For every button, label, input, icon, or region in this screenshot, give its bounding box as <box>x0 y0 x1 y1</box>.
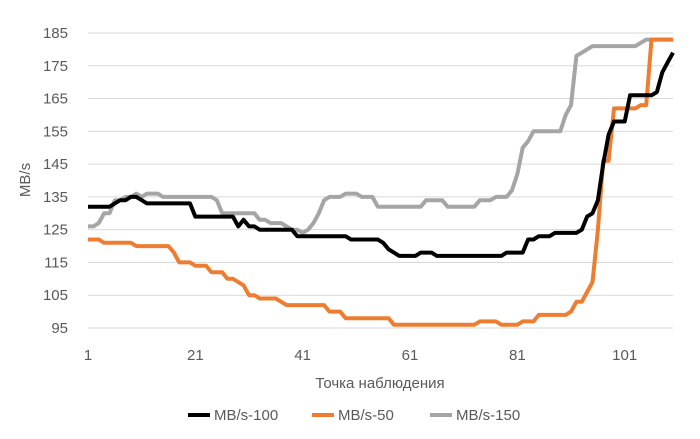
y-tick-label: 135 <box>43 189 68 206</box>
y-tick-label: 185 <box>43 25 68 42</box>
y-tick-label: 95 <box>51 320 68 337</box>
series-line-MB/s-150 <box>88 37 673 235</box>
y-tick-label: 165 <box>43 91 68 108</box>
y-tick-label: 125 <box>43 222 68 239</box>
x-tick-label: 81 <box>509 347 526 364</box>
legend-label: MB/s-150 <box>456 407 520 424</box>
y-tick-label: 155 <box>43 123 68 140</box>
x-tick-label: 1 <box>84 347 92 364</box>
legend: MB/s-100 MB/s-50 MB/s-150 <box>188 407 520 424</box>
x-tick-label: 41 <box>294 347 311 364</box>
x-tick-label: 21 <box>187 347 204 364</box>
x-axis-label: Точка наблюдения <box>315 375 444 392</box>
y-tick-label: 115 <box>44 254 68 271</box>
series-line-MB/s-50 <box>88 37 673 327</box>
x-tick-label: 101 <box>612 347 637 364</box>
y-tick-label: 145 <box>43 156 68 173</box>
x-tick-label: 61 <box>402 347 419 364</box>
legend-label: MB/s-50 <box>338 407 394 424</box>
legend-label: MB/s-100 <box>214 407 278 424</box>
series-line-MB/s-100 <box>88 51 675 258</box>
y-tick-label: 105 <box>43 287 68 304</box>
y-axis-label: MB/s <box>17 163 34 197</box>
y-tick-label: 175 <box>43 58 68 75</box>
